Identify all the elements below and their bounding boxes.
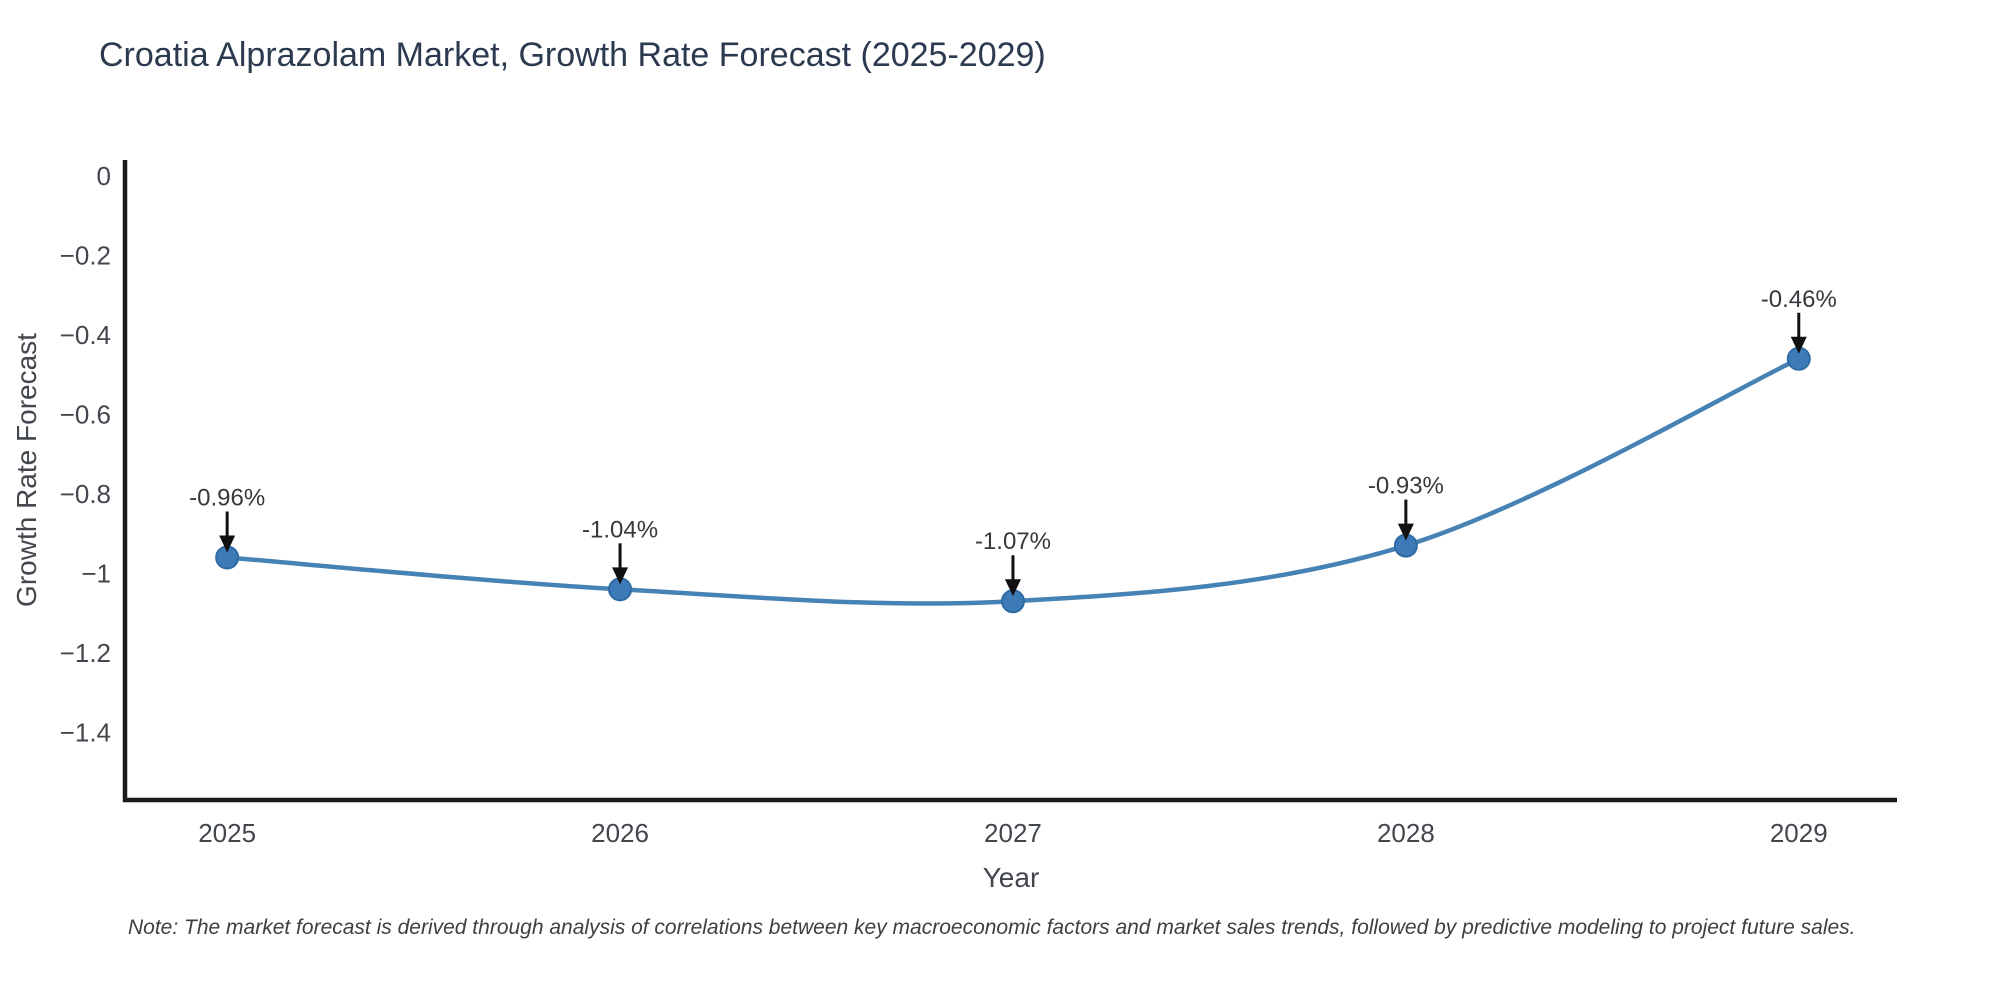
annotation-label-2029: -0.46%: [1761, 286, 1837, 313]
annotation-label-2025: -0.96%: [189, 485, 265, 512]
y-tick-label: −0.8: [60, 479, 111, 509]
y-tick-label: −0.2: [60, 240, 111, 270]
y-tick-label: −1.4: [60, 717, 111, 747]
x-tick-label: 2029: [1770, 818, 1828, 848]
footnote: Note: The market forecast is derived thr…: [128, 916, 1856, 939]
annotation-label-2028: -0.93%: [1368, 473, 1444, 500]
x-tick-label: 2028: [1377, 818, 1435, 848]
y-tick-label: −0.4: [60, 320, 111, 350]
y-tick-label: −1: [81, 558, 111, 588]
annotation-arrow-head-2026: [612, 567, 629, 585]
x-tick-label: 2027: [984, 818, 1042, 848]
chart-title: Croatia Alprazolam Market, Growth Rate F…: [99, 36, 1046, 74]
y-tick-label: −1.2: [60, 638, 111, 668]
y-axis-title: Growth Rate Forecast: [11, 333, 42, 607]
x-tick-label: 2025: [198, 818, 256, 848]
annotation-arrow-head-2027: [1004, 579, 1021, 597]
annotation-label-2026: -1.04%: [582, 516, 658, 543]
x-tick-label: 2026: [591, 818, 649, 848]
annotation-arrow-head-2025: [219, 535, 236, 553]
annotation-arrow-head-2029: [1790, 336, 1807, 354]
y-tick-label: −0.6: [60, 399, 111, 429]
y-tick-label: 0: [97, 161, 111, 191]
annotation-arrow-head-2028: [1397, 523, 1414, 541]
x-axis-title: Year: [982, 862, 1040, 893]
annotation-label-2027: -1.07%: [975, 528, 1051, 555]
